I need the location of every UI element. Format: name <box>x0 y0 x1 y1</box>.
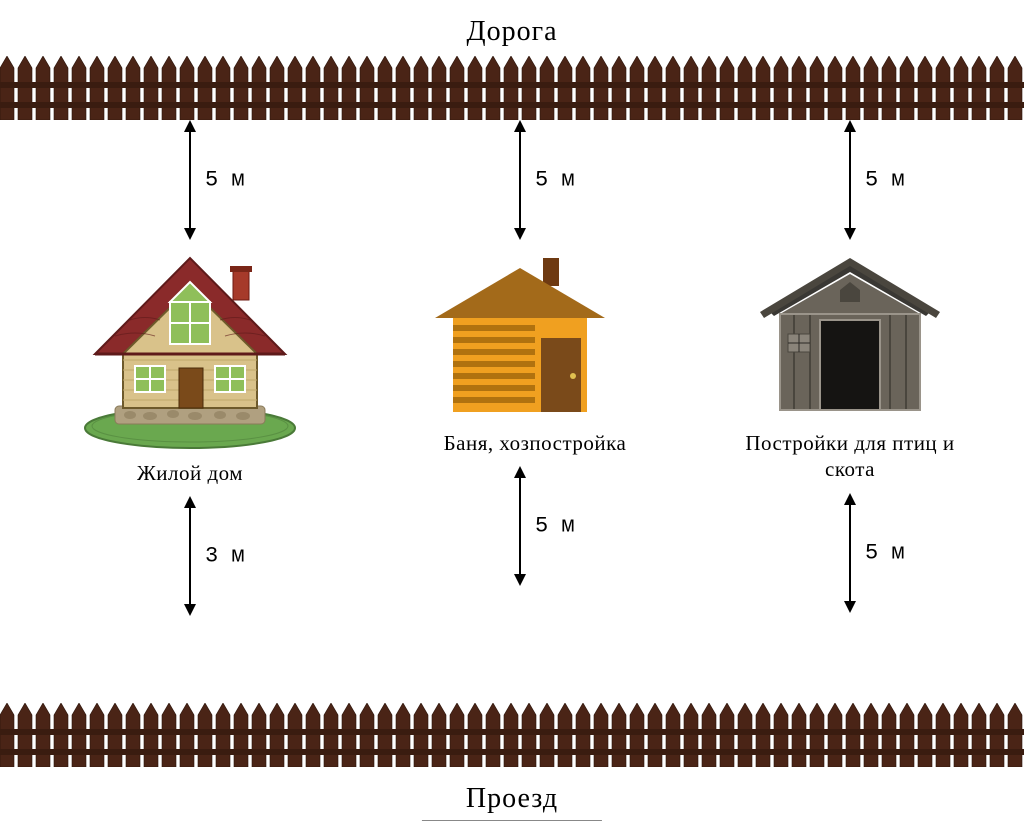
bathhouse-block: Баня, хозпостройка <box>414 240 627 456</box>
arrow-house-to-drive: 3 м <box>40 496 340 616</box>
house-label: Жилой дом <box>137 460 243 486</box>
shed-block: Постройки для птиц и скота <box>720 240 980 483</box>
arrow-house-to-road: 5 м <box>40 120 340 240</box>
arrow-bath-to-road: 5 м <box>370 120 670 240</box>
arrow-bath-to-drive: 5 м <box>370 466 670 586</box>
distance-shed-drive: 5 м <box>865 540 905 565</box>
distance-house-road: 5 м <box>205 168 245 193</box>
bathhouse-label: Баня, хозпостройка <box>444 430 627 456</box>
shed-label: Постройки для птиц и скота <box>720 430 980 483</box>
fence-top <box>0 56 1024 120</box>
bathhouse-icon <box>425 240 615 420</box>
arrow-shed-to-road: 5 м <box>700 120 1000 240</box>
house-icon <box>75 240 305 450</box>
column-shed: 5 м <box>700 120 1000 703</box>
road-label: Дорога <box>466 16 557 48</box>
drive-label: Проезд <box>466 783 558 815</box>
arrow-shed-to-drive: 5 м <box>700 493 1000 613</box>
column-house: 5 м <box>40 120 340 703</box>
distance-bath-road: 5 м <box>535 168 575 193</box>
fence-bottom <box>0 703 1024 767</box>
distance-shed-road: 5 м <box>865 168 905 193</box>
distance-house-drive: 3 м <box>205 544 245 569</box>
distance-bath-drive: 5 м <box>535 514 575 539</box>
shed-icon <box>750 240 950 420</box>
house-block: Жилой дом <box>75 240 305 486</box>
column-bathhouse: 5 м Баня, хозпостройка <box>370 120 670 703</box>
